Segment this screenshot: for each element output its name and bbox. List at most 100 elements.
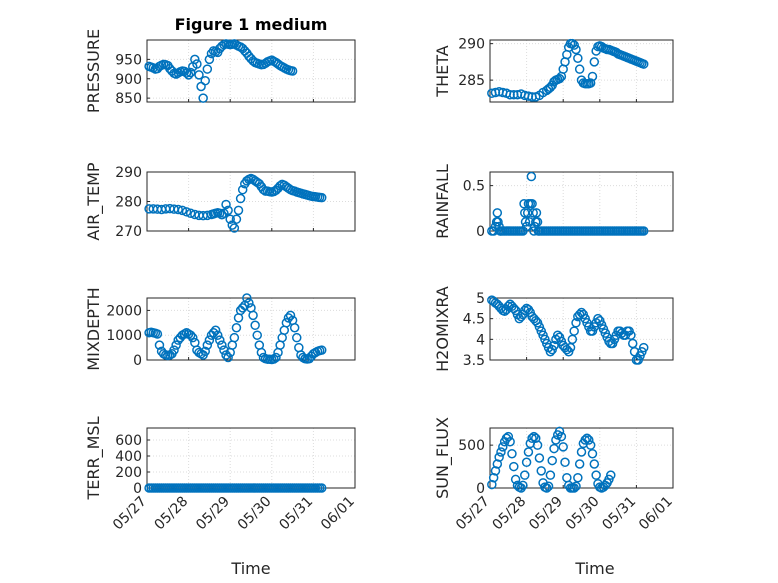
data-point bbox=[543, 481, 554, 492]
y-tick-label: 1000 bbox=[106, 328, 142, 344]
data-point bbox=[494, 452, 504, 462]
subplot-2: 285 290 THETA bbox=[433, 37, 674, 103]
data-point bbox=[518, 480, 528, 491]
data-point bbox=[589, 459, 600, 469]
data-point bbox=[556, 431, 567, 442]
data-point bbox=[562, 472, 572, 483]
x-tick-label: 05/30 bbox=[563, 494, 603, 534]
data-point bbox=[534, 453, 545, 463]
time-label-right: Time bbox=[574, 559, 614, 578]
data-point bbox=[269, 354, 279, 364]
data-point bbox=[177, 205, 188, 216]
data-point bbox=[200, 75, 210, 86]
data-point bbox=[584, 435, 594, 445]
data-point bbox=[250, 320, 260, 331]
data-point bbox=[154, 340, 165, 350]
y-tick-label: 0 bbox=[476, 481, 485, 497]
y-tick-label: 290 bbox=[115, 165, 142, 181]
x-tick-label: 05/29 bbox=[193, 494, 233, 534]
y-tick-label: 2000 bbox=[106, 303, 142, 319]
data-point bbox=[223, 205, 233, 216]
data-point bbox=[173, 204, 183, 215]
data-point bbox=[554, 73, 565, 84]
data-point bbox=[217, 340, 227, 350]
data-point bbox=[275, 181, 285, 191]
y-tick-label: 0 bbox=[133, 353, 142, 369]
data-point bbox=[271, 352, 281, 363]
data-point bbox=[571, 44, 581, 55]
y-axis-label: RAINFALL bbox=[433, 164, 452, 239]
data-point bbox=[549, 340, 559, 351]
data-point bbox=[549, 443, 559, 454]
data-point bbox=[560, 457, 570, 468]
data-point bbox=[198, 93, 208, 103]
data-point bbox=[574, 459, 585, 469]
data-point bbox=[492, 459, 503, 469]
data-point bbox=[221, 199, 231, 210]
y-tick-label: 400 bbox=[115, 449, 142, 465]
data-point bbox=[169, 345, 179, 355]
data-point bbox=[526, 171, 537, 182]
y-axis-label: TERR_MSL bbox=[84, 416, 104, 500]
y-tick-label: 0.5 bbox=[463, 179, 485, 195]
y-axis-label: MIXDEPTH bbox=[84, 287, 103, 370]
data-point bbox=[225, 214, 235, 224]
data-point bbox=[202, 340, 213, 350]
data-point bbox=[316, 483, 327, 493]
axes-box bbox=[146, 427, 356, 489]
x-tick-label: 05/31 bbox=[276, 494, 316, 534]
data-point bbox=[531, 208, 542, 218]
x-tick-label: 06/01 bbox=[636, 494, 676, 534]
data-point bbox=[202, 210, 213, 221]
data-point bbox=[574, 64, 585, 74]
data-point bbox=[523, 447, 534, 457]
data-point bbox=[316, 192, 327, 203]
x-tick-label: 05/31 bbox=[599, 494, 639, 534]
data-point bbox=[252, 330, 262, 340]
y-tick-label: 950 bbox=[115, 52, 142, 68]
y-tick-label: 200 bbox=[115, 465, 142, 481]
data-point bbox=[185, 67, 196, 78]
subplot-1: 850 900 950 PRESSURE bbox=[84, 29, 356, 113]
x-tick-label: 05/27 bbox=[453, 494, 493, 534]
subplot-4: 0 0.5 RAINFALL bbox=[433, 164, 674, 240]
data-point bbox=[529, 431, 539, 442]
data-point bbox=[569, 40, 579, 50]
data-point bbox=[200, 346, 210, 357]
y-tick-label: 0 bbox=[133, 481, 142, 497]
data-point bbox=[558, 442, 568, 452]
data-point bbox=[204, 335, 215, 345]
data-point bbox=[569, 326, 579, 336]
data-point bbox=[521, 457, 532, 468]
data-point bbox=[496, 447, 506, 457]
data-point bbox=[292, 332, 302, 343]
data-point bbox=[487, 479, 497, 490]
data-point bbox=[171, 340, 181, 350]
data-point bbox=[258, 184, 269, 195]
data-point bbox=[516, 483, 526, 493]
y-tick-label: 280 bbox=[115, 195, 142, 211]
y-tick-label: 285 bbox=[458, 73, 485, 89]
data-point bbox=[507, 448, 517, 459]
y-tick-label: 3.5 bbox=[463, 353, 485, 369]
data-point bbox=[289, 323, 300, 333]
data-point bbox=[204, 54, 215, 65]
y-tick-label: 850 bbox=[115, 91, 142, 107]
data-point bbox=[573, 472, 583, 483]
data-point bbox=[492, 208, 503, 218]
data-point bbox=[231, 323, 242, 333]
data-point bbox=[520, 470, 530, 480]
y-axis-label: SUN_FLUX bbox=[433, 417, 453, 499]
data-point bbox=[571, 481, 581, 492]
data-point bbox=[520, 305, 530, 316]
subplot-3: 270 280 290 AIR_TEMP bbox=[84, 162, 356, 241]
data-point bbox=[547, 455, 557, 466]
data-point bbox=[545, 470, 556, 480]
data-point bbox=[498, 442, 508, 452]
axes-box bbox=[146, 39, 356, 103]
data-point bbox=[231, 214, 242, 224]
data-point bbox=[229, 223, 240, 233]
